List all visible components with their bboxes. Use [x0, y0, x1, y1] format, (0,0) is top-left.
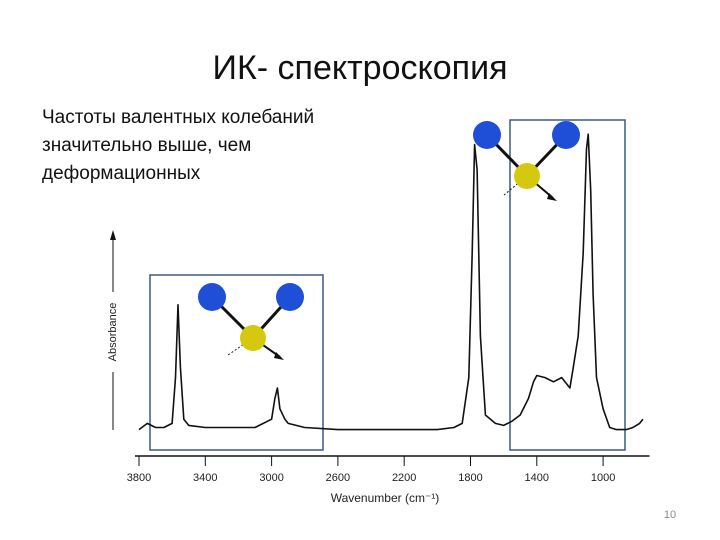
x-tick-label: 2200 [392, 472, 416, 484]
x-tick-label: 1800 [458, 472, 482, 484]
x-tick-label: 3000 [259, 472, 283, 484]
highlight-box [149, 274, 324, 451]
molecule [473, 121, 580, 201]
x-tick-label: 1000 [591, 472, 615, 484]
highlight-box [509, 119, 626, 451]
x-axis-label: Wavenumber (cm⁻¹) [331, 491, 440, 505]
x-tick-label: 3800 [127, 472, 151, 484]
x-tick-label: 3400 [193, 472, 217, 484]
spectrum-line [138, 133, 644, 431]
page-number: 10 [664, 509, 676, 521]
molecule [198, 283, 304, 360]
plot: 3800 3400 3000 2600 2200 1800 1400 1000 [127, 133, 650, 484]
slide-title: ИК- спектроскопия [213, 49, 508, 87]
body-text: значительно выше, чем [42, 135, 251, 156]
x-tick-label: 1400 [525, 472, 549, 484]
x-tick-label: 2600 [326, 472, 350, 484]
y-axis-label: Absorbance [107, 303, 119, 362]
y-axis-arrow [110, 230, 116, 240]
body-text: Частоты валентных колебаний [42, 107, 314, 128]
body-text: деформационных [42, 163, 201, 184]
